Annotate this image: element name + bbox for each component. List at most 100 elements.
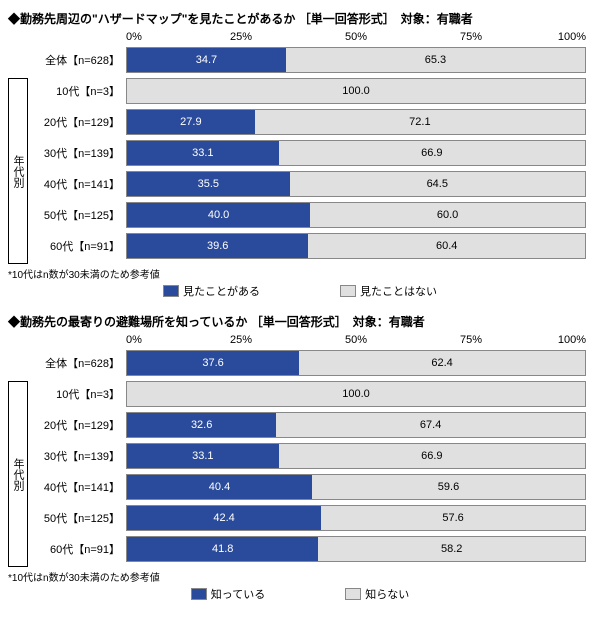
segment-yes: 37.6 (127, 351, 299, 375)
row-label: 10代【n=3】 (30, 381, 126, 407)
legend-item: 知らない (345, 586, 409, 602)
segment-yes: 33.1 (127, 444, 279, 468)
stacked-bar: 39.660.4 (126, 233, 586, 259)
stacked-bar: 42.457.6 (126, 505, 586, 531)
axis-tick: 0% (126, 334, 142, 346)
segment-no: 66.9 (279, 444, 585, 468)
segment-no: 67.4 (276, 413, 585, 437)
stacked-bar: 33.166.9 (126, 140, 586, 166)
segment-yes: 40.4 (127, 475, 312, 499)
stacked-bar: 33.166.9 (126, 443, 586, 469)
data-row: 40代【n=141】35.564.5 (30, 171, 592, 197)
overall-row: 全体【n=628】34.765.3 (8, 47, 592, 73)
legend-item: 見たことがある (163, 283, 260, 299)
legend-label: 知っている (211, 586, 265, 602)
segment-no: 59.6 (312, 475, 585, 499)
stacked-bar: 40.060.0 (126, 202, 586, 228)
row-label: 40代【n=141】 (30, 474, 126, 500)
legend-swatch (163, 285, 179, 297)
data-row: 30代【n=139】33.166.9 (30, 140, 592, 166)
segment-yes: 27.9 (127, 110, 255, 134)
legend: 知っている 知らない (8, 586, 592, 602)
segment-yes: 41.8 (127, 537, 318, 561)
segment-yes: 42.4 (127, 506, 321, 530)
x-axis: 0%25%50%75%100% (126, 334, 586, 350)
data-row: 50代【n=125】40.060.0 (30, 202, 592, 228)
data-row: 30代【n=139】33.166.9 (30, 443, 592, 469)
stacked-bar: 40.459.6 (126, 474, 586, 500)
legend-item: 知っている (191, 586, 265, 602)
segment-yes: 35.5 (127, 172, 290, 196)
x-axis: 0%25%50%75%100% (126, 31, 586, 47)
segment-yes: 33.1 (127, 141, 279, 165)
chart-title: ◆勤務先の最寄りの避難場所を知っているか ［単一回答形式］ 対象：有職者 (8, 313, 592, 330)
axis-tick: 100% (558, 334, 586, 346)
chart-block: ◆勤務先の最寄りの避難場所を知っているか ［単一回答形式］ 対象：有職者0%25… (8, 313, 592, 602)
legend-swatch (345, 588, 361, 600)
legend-label: 見たことはない (360, 283, 437, 299)
row-label: 30代【n=139】 (30, 443, 126, 469)
data-row: 60代【n=91】39.660.4 (30, 233, 592, 259)
stacked-bar: 34.765.3 (126, 47, 586, 73)
axis-tick: 100% (558, 31, 586, 43)
chart-block: ◆勤務先周辺の"ハザードマップ"を見たことがあるか ［単一回答形式］ 対象：有職… (8, 10, 592, 299)
overall-row: 全体【n=628】37.662.4 (8, 350, 592, 376)
segment-no: 60.4 (308, 234, 585, 258)
row-label: 全体【n=628】 (30, 47, 126, 73)
segment-yes: 39.6 (127, 234, 308, 258)
stacked-bar: 100.0 (126, 381, 586, 407)
data-row: 10代【n=3】100.0 (30, 78, 592, 104)
segment-yes: 34.7 (127, 48, 286, 72)
row-label: 60代【n=91】 (30, 233, 126, 259)
legend-item: 見たことはない (340, 283, 437, 299)
axis-tick: 50% (345, 31, 367, 43)
segment-no: 66.9 (279, 141, 585, 165)
stacked-bar: 41.858.2 (126, 536, 586, 562)
segment-no: 100.0 (127, 79, 585, 103)
legend-swatch (340, 285, 356, 297)
chart-title: ◆勤務先周辺の"ハザードマップ"を見たことがあるか ［単一回答形式］ 対象：有職… (8, 10, 592, 27)
segment-yes: 32.6 (127, 413, 276, 437)
stacked-bar: 32.667.4 (126, 412, 586, 438)
row-label: 20代【n=129】 (30, 109, 126, 135)
footnote: *10代はn数が30未満のため参考値 (8, 569, 592, 584)
legend: 見たことがある 見たことはない (8, 283, 592, 299)
segment-no: 57.6 (321, 506, 585, 530)
row-label: 50代【n=125】 (30, 505, 126, 531)
axis-tick: 0% (126, 31, 142, 43)
legend-label: 見たことがある (183, 283, 260, 299)
group-label: 年代別 (8, 381, 28, 567)
axis-tick: 50% (345, 334, 367, 346)
axis-tick: 75% (460, 334, 482, 346)
row-label: 40代【n=141】 (30, 171, 126, 197)
segment-no: 62.4 (299, 351, 585, 375)
legend-label: 知らない (365, 586, 409, 602)
row-label: 60代【n=91】 (30, 536, 126, 562)
data-row: 20代【n=129】27.972.1 (30, 109, 592, 135)
segment-no: 100.0 (127, 382, 585, 406)
segment-no: 60.0 (310, 203, 585, 227)
row-label: 50代【n=125】 (30, 202, 126, 228)
stacked-bar: 27.972.1 (126, 109, 586, 135)
row-label: 10代【n=3】 (30, 78, 126, 104)
data-row: 60代【n=91】41.858.2 (30, 536, 592, 562)
stacked-bar: 37.662.4 (126, 350, 586, 376)
data-row: 50代【n=125】42.457.6 (30, 505, 592, 531)
axis-tick: 75% (460, 31, 482, 43)
segment-no: 65.3 (286, 48, 585, 72)
data-row: 40代【n=141】40.459.6 (30, 474, 592, 500)
segment-no: 64.5 (290, 172, 585, 196)
stacked-bar: 35.564.5 (126, 171, 586, 197)
segment-no: 72.1 (255, 110, 585, 134)
group-label: 年代別 (8, 78, 28, 264)
segment-no: 58.2 (318, 537, 585, 561)
row-label: 全体【n=628】 (30, 350, 126, 376)
legend-swatch (191, 588, 207, 600)
data-row: 10代【n=3】100.0 (30, 381, 592, 407)
footnote: *10代はn数が30未満のため参考値 (8, 266, 592, 281)
segment-yes: 40.0 (127, 203, 310, 227)
row-label: 20代【n=129】 (30, 412, 126, 438)
data-row: 20代【n=129】32.667.4 (30, 412, 592, 438)
stacked-bar: 100.0 (126, 78, 586, 104)
row-label: 30代【n=139】 (30, 140, 126, 166)
